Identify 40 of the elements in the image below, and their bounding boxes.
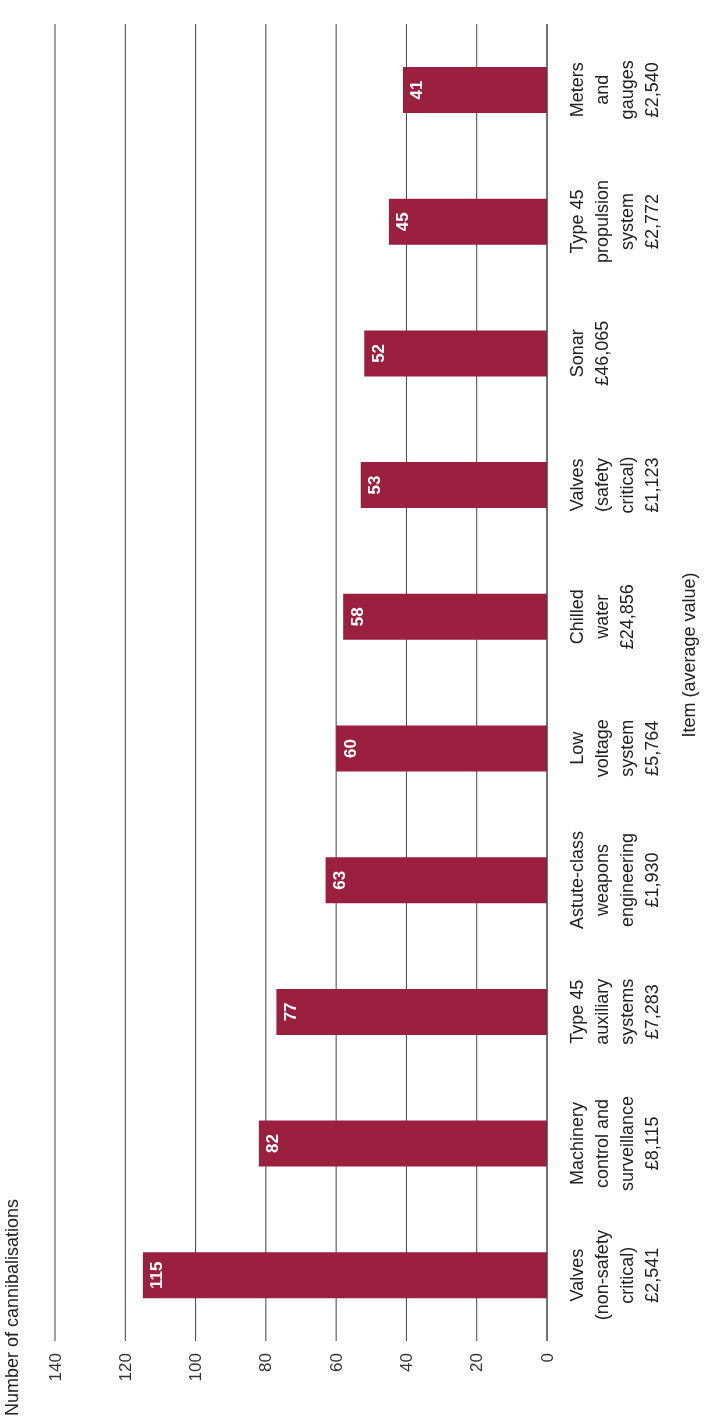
y-tick-label: Meters and gauges £2,540	[567, 60, 662, 120]
bar	[402, 67, 547, 113]
data-label: 63	[330, 870, 350, 890]
data-label: 60	[340, 739, 360, 758]
y-tick-label: Machinery control and surveillance £8,115	[567, 1095, 662, 1191]
data-label: 58	[347, 607, 367, 627]
y-tick-label: Low voltage system £5,764	[567, 719, 662, 778]
y-tick-label: Valves (safety critical) £1,123	[567, 456, 662, 514]
bar	[142, 1252, 547, 1299]
x-tick-label: 40	[396, 1353, 416, 1372]
x-tick-label: 120	[115, 1353, 135, 1382]
bar	[388, 198, 547, 245]
y-tick-label: Chilled water £24,856	[567, 584, 637, 650]
y-tick-label: Sonar £46,065	[567, 320, 612, 386]
data-label: 115	[147, 1261, 167, 1290]
x-tick-label: 60	[326, 1353, 346, 1372]
bar	[276, 988, 547, 1035]
text: Number of cannibalisations	[2, 1198, 23, 1416]
data-label: 41	[407, 80, 427, 100]
y-tick-label: Type 45 auxiliary systems £7,283	[567, 978, 662, 1045]
bar	[336, 725, 547, 772]
y-axis-title: Item (average value)	[678, 572, 700, 738]
data-label: 53	[365, 475, 385, 495]
bar	[258, 1120, 547, 1167]
data-label: 82	[263, 1134, 283, 1154]
x-tick-label: 140	[45, 1353, 65, 1382]
x-tick-label: 20	[467, 1353, 487, 1372]
data-label: 45	[393, 212, 413, 232]
bar	[325, 857, 547, 904]
x-tick-label: 100	[186, 1353, 206, 1382]
bar	[360, 462, 547, 509]
data-label: 52	[368, 343, 388, 363]
data-label: 77	[280, 1002, 300, 1022]
x-tick-label: 80	[256, 1353, 276, 1372]
bar	[364, 330, 547, 377]
y-tick-label: Astute-class weapons engineering £1,930	[567, 831, 662, 930]
y-tick-label: Valves (non-safety critical) £2,541	[567, 1230, 662, 1321]
bar	[343, 593, 547, 640]
x-tick-label: 0	[537, 1353, 557, 1363]
y-tick-label: Type 45 propulsion system £2,772	[567, 180, 662, 264]
